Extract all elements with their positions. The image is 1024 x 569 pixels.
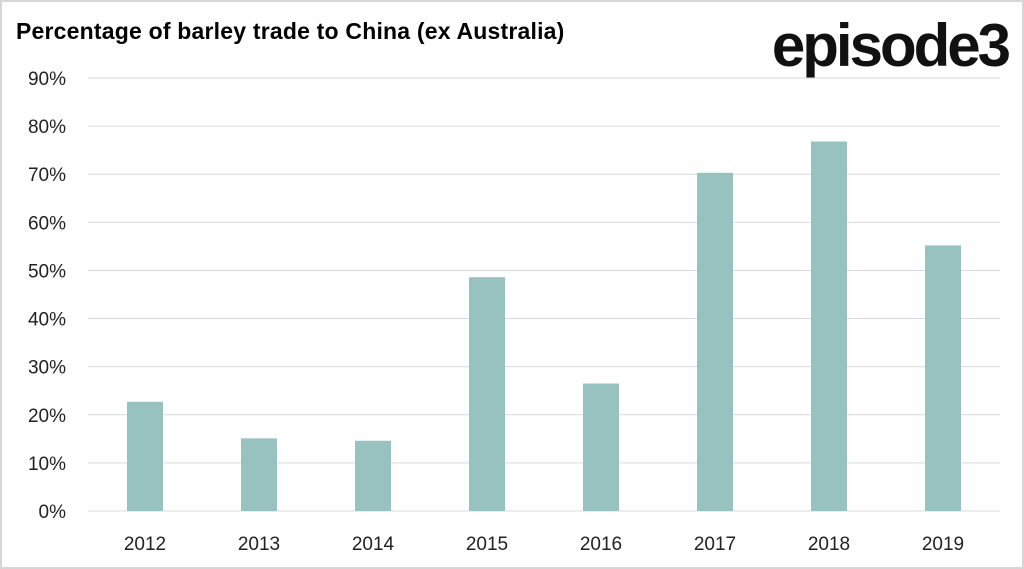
x-tick-label: 2012 xyxy=(124,534,166,555)
bar-2013 xyxy=(241,438,277,511)
y-tick-label: 30% xyxy=(28,358,66,379)
x-tick-label: 2017 xyxy=(694,534,736,555)
bar-2015 xyxy=(469,277,505,511)
y-tick-label: 50% xyxy=(28,261,66,282)
x-tick-label: 2015 xyxy=(466,534,508,555)
x-tick-label: 2016 xyxy=(580,534,622,555)
y-tick-label: 0% xyxy=(39,502,67,523)
y-tick-label: 80% xyxy=(28,117,66,138)
y-tick-label: 10% xyxy=(28,454,66,475)
bar-2014 xyxy=(355,440,391,511)
y-tick-label: 90% xyxy=(28,69,66,90)
x-tick-label: 2018 xyxy=(808,534,850,555)
x-tick-label: 2013 xyxy=(238,534,280,555)
bar-2017 xyxy=(697,172,733,512)
episode3-logo: episode3 xyxy=(771,12,1011,79)
bar-2019 xyxy=(925,245,961,511)
y-tick-label: 70% xyxy=(28,165,66,186)
bar-2016 xyxy=(583,383,619,511)
x-tick-label: 2019 xyxy=(922,534,964,555)
bar-2012 xyxy=(127,401,163,511)
y-tick-label: 20% xyxy=(28,406,66,427)
bars xyxy=(127,141,961,512)
bar-2018 xyxy=(811,141,847,512)
y-axis-ticks: 0% 10% 20% 30% 40% 50% 60% 70% 80% 90% xyxy=(28,69,66,523)
x-tick-label: 2014 xyxy=(352,534,395,555)
x-axis-ticks: 2012 2013 2014 2015 2016 2017 2018 2019 xyxy=(124,534,964,555)
y-tick-label: 40% xyxy=(28,310,66,331)
chart-title: Percentage of barley trade to China (ex … xyxy=(16,18,565,44)
y-tick-label: 60% xyxy=(28,213,66,234)
gridlines xyxy=(88,77,1000,512)
